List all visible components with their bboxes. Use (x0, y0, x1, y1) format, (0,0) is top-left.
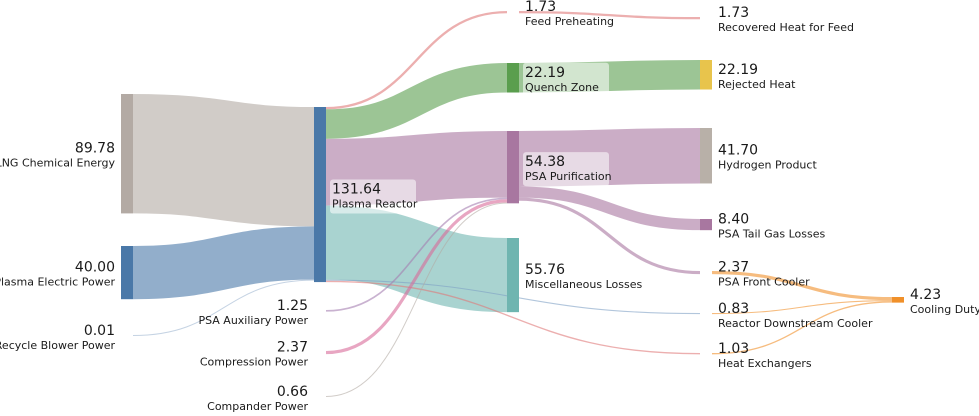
node-value-ptgl: 8.40 (718, 212, 749, 228)
label-backdrop-psa (523, 152, 609, 187)
node-value-cpd: 0.66 (277, 384, 308, 400)
node-value-fp: 1.73 (525, 0, 556, 15)
node-value-cd: 4.23 (910, 287, 941, 303)
node-label-fp: Feed Preheating (525, 15, 614, 28)
flow-link-hx-to-cd (711, 301, 893, 355)
node-label-comp: Compression Power (200, 356, 309, 369)
flow-link-fp-to-rhf (518, 10, 701, 20)
flow-link-pr-to-misc (325, 205, 508, 313)
flow-link-psaaux-to-psa (325, 197, 508, 312)
label-backdrop-qz (523, 62, 609, 97)
node-label-psa: PSA Purification (525, 170, 612, 183)
node-bar-hp (700, 128, 712, 184)
flow-link-pr-to-qz (325, 62, 508, 139)
node-label-rh: Rejected Heat (718, 78, 796, 91)
flow-link-pr-to-fp (325, 10, 508, 110)
label-backdrop-pr (330, 179, 416, 214)
node-label-lng: LNG Chemical Energy (0, 157, 115, 170)
node-label-pr: Plasma Reactor (332, 198, 418, 211)
flow-link-rdc-to-cd (711, 300, 893, 315)
node-value-hp: 41.70 (718, 143, 758, 159)
node-label-hx: Heat Exchangers (718, 357, 812, 370)
node-value-rh: 22.19 (718, 62, 758, 78)
node-label-qz: Quench Zone (525, 81, 599, 94)
node-value-pr: 131.64 (332, 182, 381, 198)
flow-link-cpd-to-psa (325, 202, 508, 397)
node-label-rdc: Reactor Downstream Cooler (718, 317, 873, 330)
flow-link-psa-to-pfc (518, 197, 701, 275)
node-value-lng: 89.78 (75, 141, 115, 157)
node-bar-lng (121, 94, 133, 214)
flow-link-pr-to-psa (325, 130, 508, 206)
node-bar-qz (507, 63, 519, 93)
node-label-pfc: PSA Front Cooler (718, 276, 810, 289)
node-bar-ptgl (700, 219, 712, 231)
flow-link-rbp-to-pr (132, 279, 315, 336)
node-bar-rh (700, 60, 712, 90)
node-value-psaaux: 1.25 (277, 298, 308, 314)
node-value-qz: 22.19 (525, 65, 565, 81)
flow-link-comp-to-psa (325, 199, 508, 355)
node-label-cpd: Compander Power (207, 400, 308, 413)
node-label-cd: Cooling Duty (910, 303, 979, 316)
node-value-ple: 40.00 (75, 260, 115, 276)
nodes-layer (121, 60, 904, 313)
node-bar-psa (507, 131, 519, 204)
node-value-rhf: 1.73 (718, 5, 749, 21)
flow-link-lng-to-pr (132, 94, 315, 227)
node-value-hx: 1.03 (718, 341, 749, 357)
node-label-misc: Miscellaneous Losses (525, 278, 643, 291)
node-value-pfc: 2.37 (718, 260, 749, 276)
node-value-comp: 2.37 (277, 340, 308, 356)
flow-link-psa-to-ptgl (518, 186, 701, 231)
node-bar-ple (121, 246, 133, 300)
node-bar-pr (314, 107, 326, 283)
node-bar-misc (507, 238, 519, 313)
node-label-ptgl: PSA Tail Gas Losses (718, 228, 825, 241)
node-label-psaaux: PSA Auxiliary Power (198, 314, 308, 327)
node-label-ple: Plasma Electric Power (0, 276, 115, 289)
node-label-rbp: Recycle Blower Power (0, 339, 115, 352)
node-label-hp: Hydrogen Product (718, 159, 817, 172)
links-layer (132, 10, 893, 397)
node-value-rbp: 0.01 (84, 323, 115, 339)
node-label-rhf: Recovered Heat for Feed (718, 21, 854, 34)
flow-link-ple-to-pr (132, 226, 315, 300)
flow-link-pfc-to-cd (711, 270, 893, 301)
node-value-misc: 55.76 (525, 262, 565, 278)
node-value-rdc: 0.83 (718, 301, 749, 317)
node-value-psa: 54.38 (525, 154, 565, 170)
flow-link-pr-to-hx (325, 280, 701, 355)
node-bar-cd (892, 297, 904, 303)
